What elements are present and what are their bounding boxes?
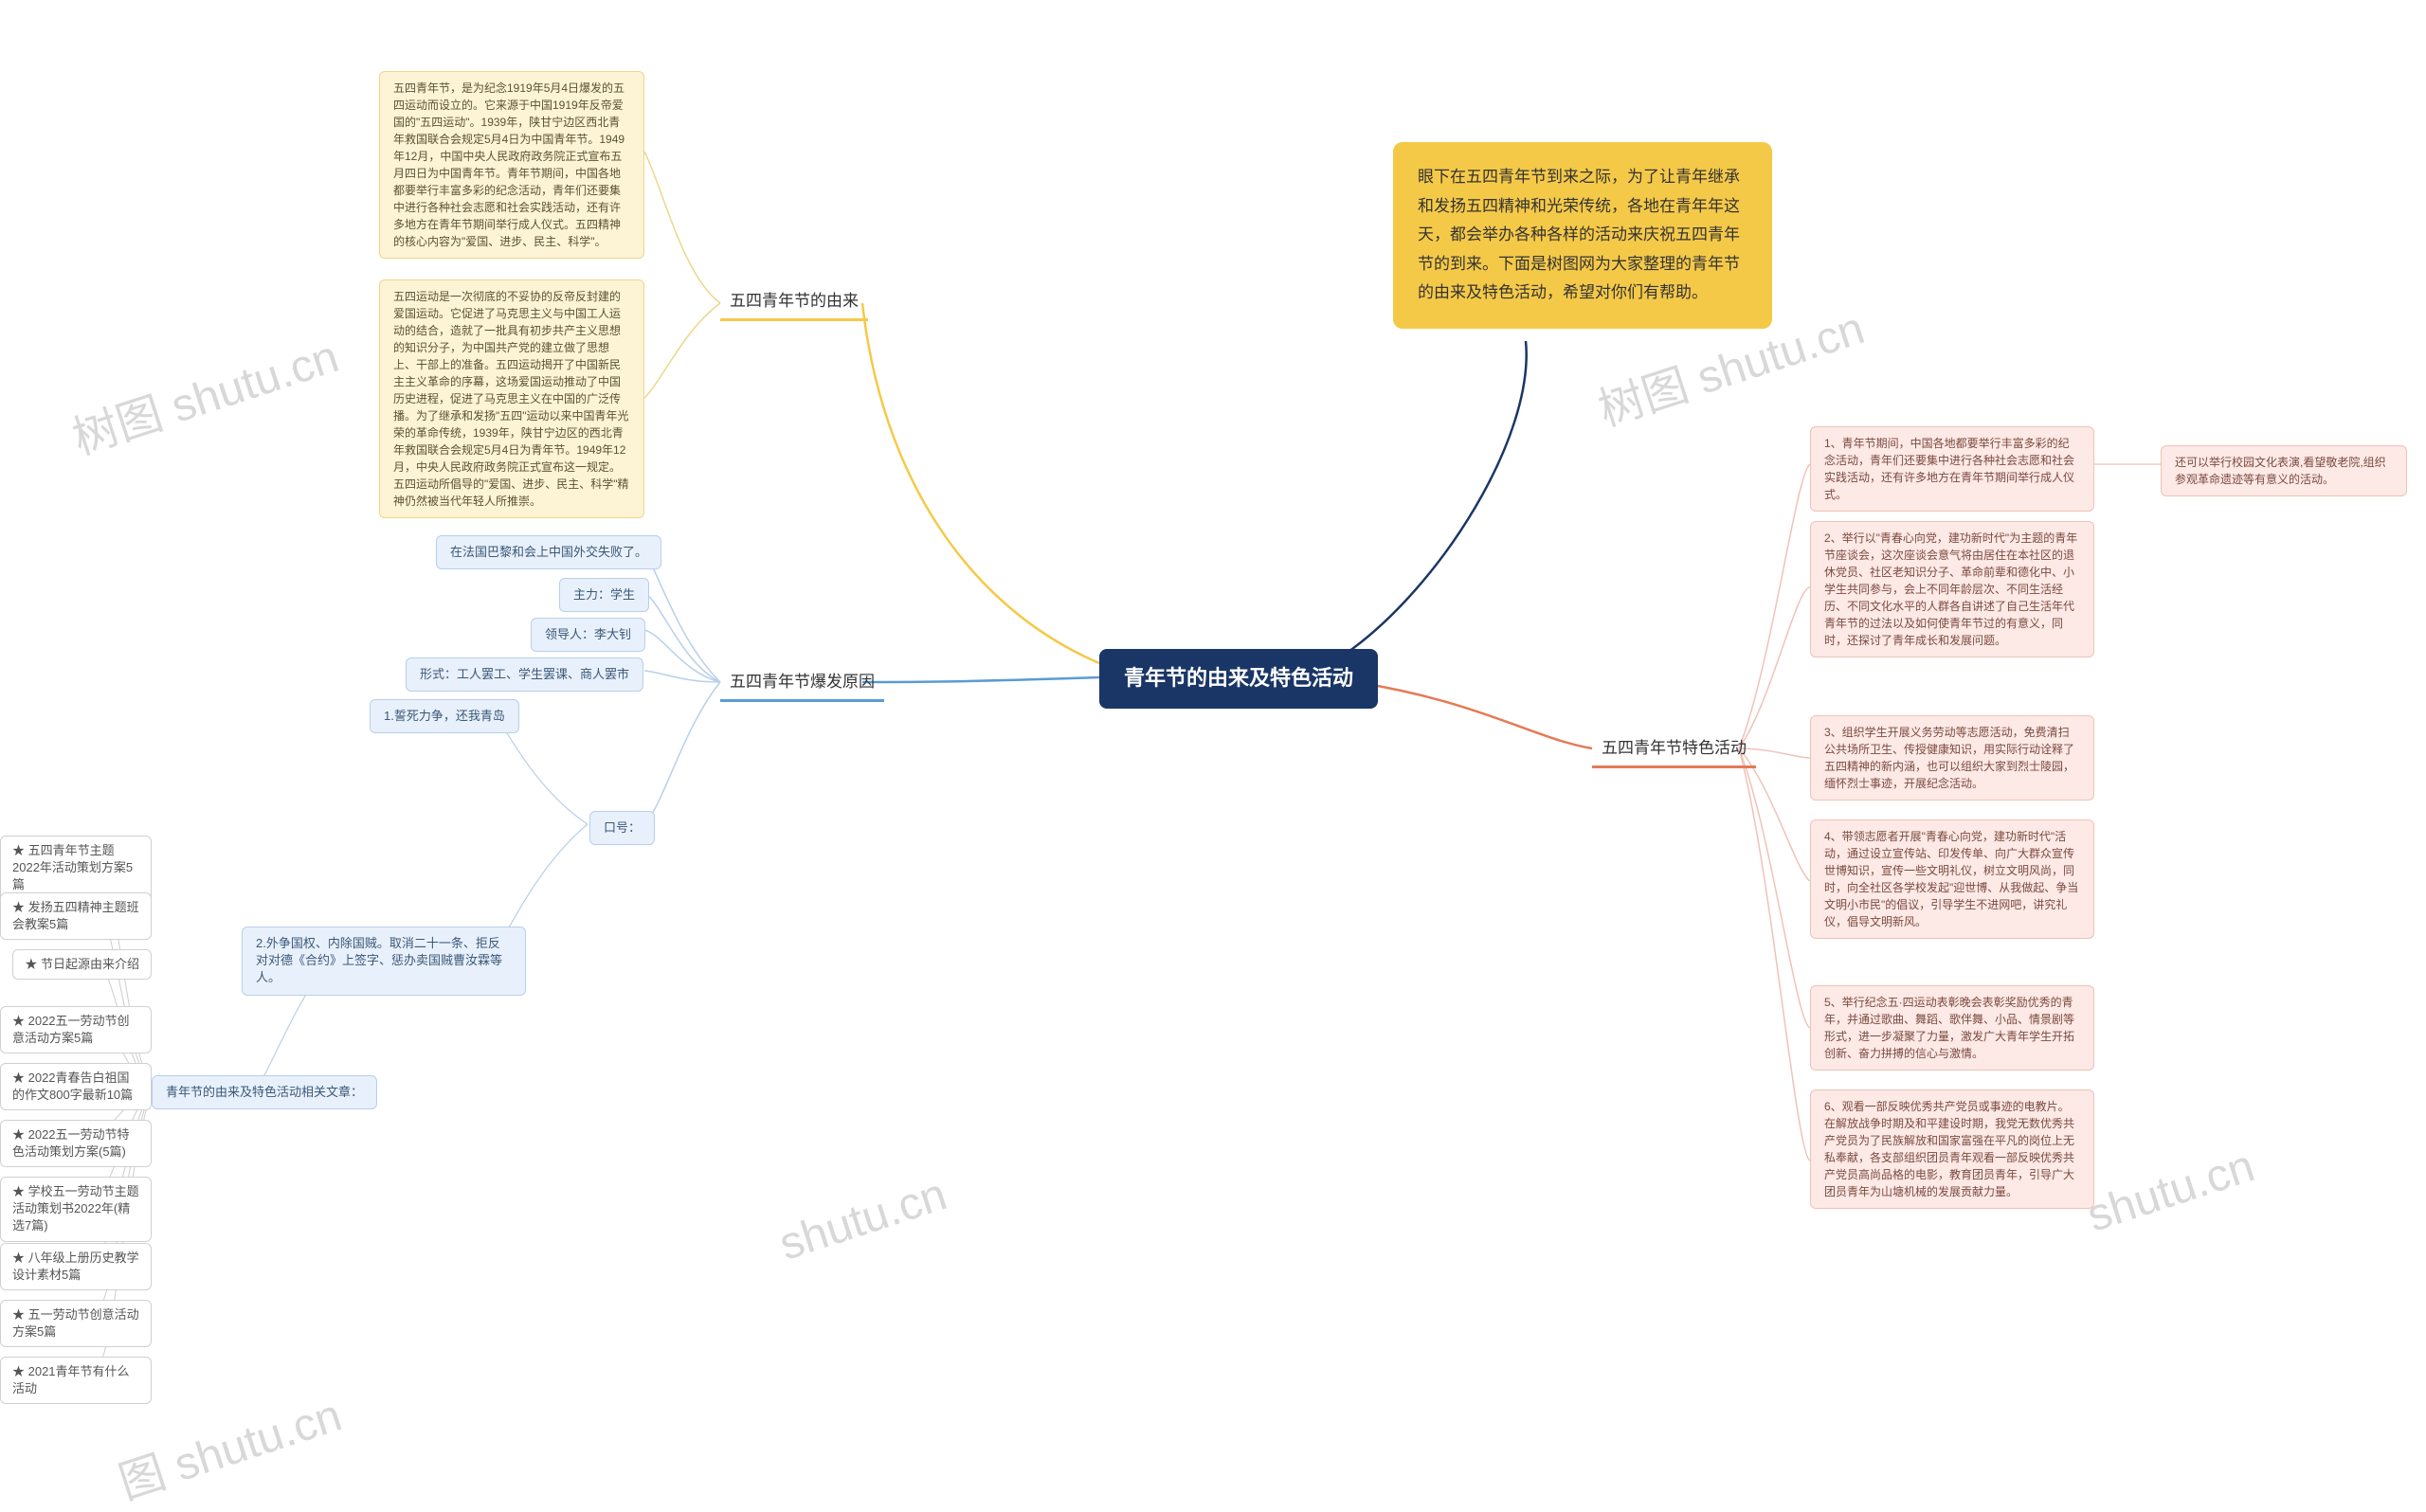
cause-e: 口号： (589, 811, 655, 845)
cause-c: 领导人：李大钊 (531, 618, 645, 652)
center-node: 青年节的由来及特色活动 (1099, 649, 1378, 709)
origin-p2: 五四运动是一次彻底的不妥协的反帝反封建的爱国运动。它促进了马克思主义与中国工人运… (379, 279, 644, 518)
related-item: ★ 五一劳动节创意活动方案5篇 (0, 1300, 152, 1347)
activity-p1b: 还可以举行校园文化表演,看望敬老院,组织参观革命遗迹等有意义的活动。 (2161, 445, 2407, 496)
related-label: 青年节的由来及特色活动相关文章： (152, 1075, 377, 1109)
activity-p1: 1、青年节期间，中国各地都要举行丰富多彩的纪念活动，青年们还要集中进行各种社会志… (1810, 426, 2094, 512)
related-item: ★ 五四青年节主题2022年活动策划方案5篇 (0, 836, 152, 901)
related-item: ★ 2022青春告白祖国的作文800字最新10篇 (0, 1063, 152, 1110)
watermark: shutu.cn (2081, 1140, 2261, 1242)
cause-b: 主力：学生 (559, 578, 649, 612)
cause-e2: 2.外争国权、内除国贼。取消二十一条、拒反对对德《合约》上签字、惩办卖国贼曹汝霖… (242, 927, 526, 996)
related-item: ★ 学校五一劳动节主题活动策划书2022年(精选7篇) (0, 1177, 152, 1242)
cause-e1: 1.誓死力争，还我青岛 (370, 699, 519, 733)
related-item: ★ 节日起源由来介绍 (12, 949, 152, 980)
intro-node: 眼下在五四青年节到来之际，为了让青年继承和发扬五四精神和光荣传统，各地在青年年这… (1393, 142, 1772, 329)
watermark: 树图 shutu.cn (63, 319, 345, 467)
activity-branch: 五四青年节特色活动 (1592, 731, 1756, 768)
activity-p4: 4、带领志愿者开展"青春心向党，建功新时代"活动，通过设立宣传站、印发传单、向广… (1810, 819, 2094, 939)
activity-p6: 6、观看一部反映优秀共产党员或事迹的电教片。在解放战争时期及和平建设时期，我党无… (1810, 1089, 2094, 1209)
related-item: ★ 2021青年节有什么活动 (0, 1357, 152, 1404)
cause-d: 形式：工人罢工、学生罢课、商人罢市 (406, 657, 643, 692)
cause-a: 在法国巴黎和会上中国外交失败了。 (436, 535, 661, 569)
activity-p5: 5、举行纪念五·四运动表彰晚会表彰奖励优秀的青年，并通过歌曲、舞蹈、歌伴舞、小品… (1810, 985, 2094, 1071)
watermark: shutu.cn (773, 1168, 953, 1270)
related-item: ★ 2022五一劳动节特色活动策划方案(5篇) (0, 1120, 152, 1167)
origin-branch: 五四青年节的由来 (720, 284, 868, 321)
related-item: ★ 八年级上册历史教学设计素材5篇 (0, 1243, 152, 1290)
related-item: ★ 2022五一劳动节创意活动方案5篇 (0, 1006, 152, 1053)
cause-branch: 五四青年节爆发原因 (720, 665, 884, 702)
activity-p3: 3、组织学生开展义务劳动等志愿活动，免费清扫公共场所卫生、传授健康知识，用实际行… (1810, 715, 2094, 801)
related-item: ★ 发扬五四精神主题班会教案5篇 (0, 892, 152, 940)
origin-p1: 五四青年节，是为纪念1919年5月4日爆发的五四运动而设立的。它来源于中国191… (379, 71, 644, 259)
activity-p2: 2、举行以"青春心向党，建功新时代"为主题的青年节座谈会，这次座谈会意气将由居住… (1810, 521, 2094, 657)
